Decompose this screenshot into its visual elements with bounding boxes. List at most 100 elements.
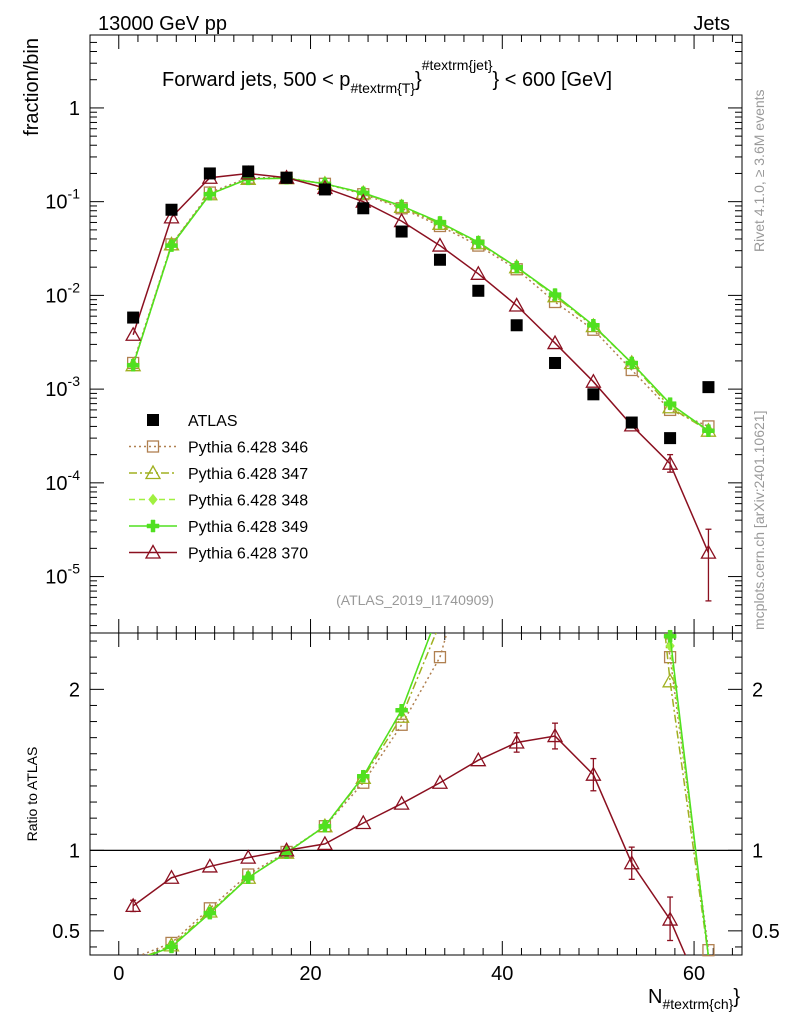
y-tick-label: 10-2	[45, 279, 80, 307]
process-label: Jets	[693, 13, 730, 35]
legend-entry: ATLAS	[147, 413, 238, 430]
series-pythia-6-428-346	[126, 171, 715, 433]
chart-title-sub: #textrm{T}	[350, 80, 415, 96]
data-point	[357, 770, 370, 783]
data-point	[625, 356, 638, 370]
data-point	[242, 165, 255, 178]
main-y-axis-label: fraction/bin	[21, 38, 43, 136]
series-pythia-6-428-370	[125, 722, 687, 955]
x-tick-label: 40	[491, 963, 513, 985]
data-point	[470, 265, 487, 280]
main-y-tick-labels: 10-510-410-310-210-11	[45, 98, 80, 589]
y-tick-label-exp: -5	[68, 561, 81, 577]
legend-entry: Pythia 6.428 348	[129, 493, 308, 510]
x-tick-label: 20	[299, 963, 321, 985]
y-tick-label: 10-5	[45, 561, 80, 589]
y-tick-label: 10-3	[45, 373, 80, 401]
chart-title: Forward jets, 500 < p#textrm{T}}#textrm{…	[162, 57, 612, 96]
data-point	[549, 356, 562, 369]
data-point	[661, 672, 679, 688]
data-point	[165, 940, 178, 954]
legend-marker	[144, 464, 162, 480]
data-point	[433, 253, 446, 266]
ratio-panel-frame	[89, 632, 743, 956]
data-point	[623, 854, 640, 870]
data-point	[433, 651, 447, 664]
data-point	[355, 814, 372, 830]
data-point	[585, 373, 602, 388]
data-point	[127, 311, 140, 324]
legend-entry: Pythia 6.428 347	[129, 464, 308, 483]
ratio-y-tick-label-left: 0.5	[52, 921, 80, 943]
series-line	[132, 172, 710, 553]
x-tick-label: 60	[683, 963, 705, 985]
series-line	[132, 177, 709, 432]
data-point	[472, 235, 485, 249]
chart-title-sup: #textrm{jet}	[422, 57, 493, 73]
data-point	[510, 319, 523, 332]
series-line	[132, 177, 709, 432]
data-point	[280, 171, 293, 184]
y-tick-label-base: 10	[45, 567, 67, 589]
data-point	[433, 216, 447, 229]
ratio-series	[125, 629, 715, 957]
rivet-label: Rivet 4.1.0, ≥ 3.6M events	[751, 89, 767, 252]
ratio-y-tick-label-right: 1	[752, 840, 763, 862]
legend-label: ATLAS	[188, 413, 238, 430]
y-tick-label-exp: -4	[68, 467, 81, 483]
y-tick-label: 1	[69, 98, 80, 120]
main-ticks	[90, 34, 742, 633]
data-point	[470, 751, 487, 767]
data-point	[165, 239, 178, 252]
legend-label: Pythia 6.428 370	[188, 546, 308, 563]
data-point	[203, 167, 216, 180]
legend-marker	[147, 414, 159, 426]
y-tick-label-exp: -2	[68, 279, 81, 295]
energy-label: 13000 GeV pp	[98, 13, 227, 35]
data-point	[663, 629, 677, 643]
legend-label: Pythia 6.428 349	[188, 519, 308, 536]
series-line	[132, 735, 687, 955]
series-atlas	[127, 165, 715, 445]
main-series	[125, 165, 717, 602]
series-pythia-6-428-349	[126, 171, 715, 437]
y-tick-label-base: 10	[45, 285, 67, 307]
series-line	[148, 633, 710, 955]
data-point	[702, 944, 715, 957]
data-point	[316, 835, 334, 851]
data-point	[661, 455, 679, 470]
legend-marker	[146, 519, 160, 533]
series-pythia-6-428-346	[139, 633, 715, 957]
ratio-y-axis-label: Ratio to ATLAS	[24, 747, 40, 842]
y-tick-label-base: 1	[69, 98, 80, 120]
data-point	[163, 209, 180, 224]
legend-marker	[144, 544, 162, 559]
y-tick-label: 10-1	[45, 186, 80, 214]
legend-label: Pythia 6.428 347	[188, 466, 308, 483]
mcplots-label: mcplots.cern.ch [arXiv:2401.10621]	[751, 411, 767, 630]
data-point	[395, 704, 408, 717]
data-point	[508, 734, 525, 749]
series-pythia-6-428-347	[125, 169, 717, 437]
chart-title-tail: } < 600 [GeV]	[493, 69, 613, 91]
series-pythia-6-428-349	[148, 629, 710, 955]
data-point	[201, 858, 218, 873]
data-point	[508, 297, 525, 312]
data-point	[702, 381, 715, 394]
data-point	[585, 766, 602, 781]
y-tick-label-base: 10	[45, 379, 67, 401]
analysis-id-annotation: (ATLAS_2019_I1740909)	[336, 592, 494, 608]
x-axis-label-sub: #textrm{ch}	[662, 996, 733, 1012]
data-point	[318, 819, 332, 833]
main-panel-frame	[89, 34, 743, 634]
x-axis-label-main: N	[648, 986, 662, 1008]
data-point	[625, 416, 638, 429]
ratio-tick-labels: 0.5 0.51 12 20 20 40 60	[52, 679, 780, 985]
legend-marker	[148, 493, 158, 506]
data-point	[278, 842, 295, 857]
ratio-ticks	[90, 633, 742, 955]
data-point	[203, 906, 217, 920]
data-point	[664, 432, 677, 445]
legend-entry: Pythia 6.428 346	[129, 440, 308, 457]
ratio-y-tick-label-left: 2	[69, 679, 80, 701]
